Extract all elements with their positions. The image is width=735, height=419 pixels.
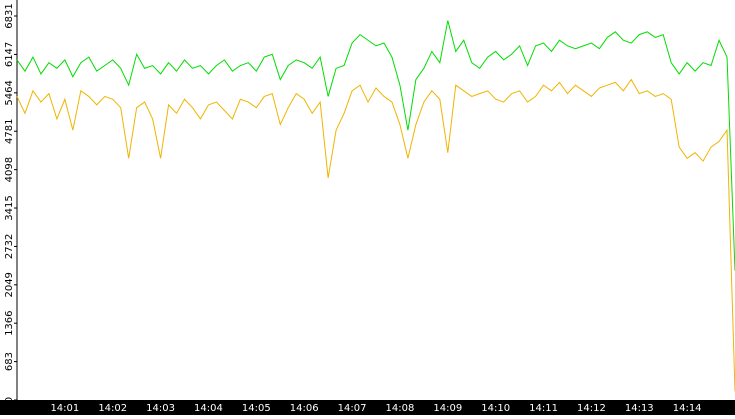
y-tick-label: 0 xyxy=(4,397,15,403)
y-tick-label: 4781 xyxy=(4,119,15,144)
x-tick-label: 14:14 xyxy=(673,403,702,414)
series-line xyxy=(16,20,735,271)
x-tick-label: 14:08 xyxy=(386,403,415,414)
x-tick-label: 14:04 xyxy=(194,403,223,414)
x-tick-label: 14:07 xyxy=(338,403,367,414)
y-tick-label: 1366 xyxy=(4,310,15,335)
y-tick-label: 6147 xyxy=(4,42,15,67)
x-tick-label: 14:11 xyxy=(529,403,558,414)
y-tick-label: 2732 xyxy=(4,234,15,259)
y-tick-label: 4098 xyxy=(4,157,15,182)
y-tick-label: 3415 xyxy=(4,195,15,220)
y-tick-label: 2049 xyxy=(4,272,15,297)
y-tick-label: 683 xyxy=(4,352,15,371)
x-tick-label: 14:12 xyxy=(577,403,606,414)
x-axis-bar xyxy=(0,400,735,415)
y-tick-label: 5464 xyxy=(4,80,15,105)
series-line xyxy=(16,78,735,392)
x-tick-label: 14:13 xyxy=(625,403,654,414)
x-tick-label: 14:09 xyxy=(433,403,462,414)
x-tick-label: 14:06 xyxy=(290,403,319,414)
x-tick-label: 14:05 xyxy=(242,403,271,414)
x-tick-label: 14:03 xyxy=(146,403,175,414)
x-tick-label: 14:02 xyxy=(98,403,127,414)
x-tick-label: 14:10 xyxy=(481,403,510,414)
y-tick-label: 6831 xyxy=(4,3,15,28)
x-tick-label: 14:01 xyxy=(50,403,79,414)
